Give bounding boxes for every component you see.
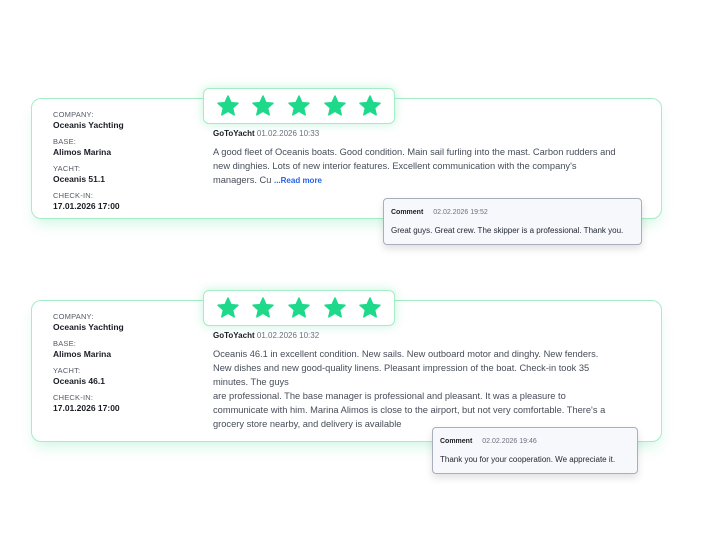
star-icon — [358, 94, 382, 118]
yacht-label: YACHT: — [53, 366, 81, 375]
company-value: Oceanis Yachting — [53, 322, 124, 332]
checkin-value: 17.01.2026 17:00 — [53, 403, 120, 413]
booking-details: COMPANY: Oceanis Yachting BASE: Alimos M… — [53, 110, 124, 218]
base-label: BASE: — [53, 339, 77, 348]
star-icon — [323, 296, 347, 320]
base-label: BASE: — [53, 137, 77, 146]
comment-date: 02.02.2026 19:52 — [433, 209, 488, 216]
comment-text: Thank you for your cooperation. We appre… — [440, 455, 616, 464]
star-icon — [216, 94, 240, 118]
yacht-value: Oceanis 46.1 — [53, 376, 105, 386]
star-icon — [251, 296, 275, 320]
review-text: A good fleet of Oceanis boats. Good cond… — [213, 145, 616, 188]
booking-details: COMPANY: Oceanis Yachting BASE: Alimos M… — [53, 312, 124, 420]
review-date: 01.02.2026 10:32 — [256, 331, 320, 340]
company-label: COMPANY: — [53, 312, 94, 321]
star-icon — [323, 94, 347, 118]
review-date: 01.02.2026 10:33 — [256, 129, 320, 138]
review-text: Oceanis 46.1 in excellent condition. New… — [213, 347, 605, 431]
review-author: GoToYacht — [213, 129, 255, 138]
review-text-line: Oceanis 46.1 in excellent condition. New… — [213, 349, 599, 359]
read-more-link[interactable]: ...Read more — [273, 176, 322, 185]
star-icon — [251, 94, 275, 118]
star-rating — [203, 290, 395, 326]
company-label: COMPANY: — [53, 110, 94, 119]
review-text-line: new dinghies. Lots of new interior featu… — [213, 161, 577, 171]
comment-box: Comment 02.02.2026 19:52 Great guys. Grea… — [383, 198, 642, 245]
review-text-line: grocery store nearby, and delivery is av… — [213, 419, 402, 429]
comment-label: Comment — [391, 209, 424, 216]
checkin-label: CHECK-IN: — [53, 393, 94, 402]
comment-text: Great guys. Great crew. The skipper is a… — [391, 226, 624, 235]
star-icon — [287, 94, 311, 118]
review-text-line: minutes. The guys — [213, 377, 289, 387]
checkin-label: CHECK-IN: — [53, 191, 94, 200]
base-value: Alimos Marina — [53, 147, 112, 157]
base-value: Alimos Marina — [53, 349, 112, 359]
comment-date: 02.02.2026 19:46 — [482, 438, 537, 445]
yacht-value: Oceanis 51.1 — [53, 174, 105, 184]
review-text-line: communicate with him. Marina Alimos is c… — [213, 405, 606, 415]
review-text-line: are professional. The base manager is pr… — [213, 391, 566, 401]
checkin-value: 17.01.2026 17:00 — [53, 201, 120, 211]
star-icon — [287, 296, 311, 320]
company-value: Oceanis Yachting — [53, 120, 124, 130]
review-text-line: managers. Cu ...Read more — [213, 175, 322, 185]
comment-box: Comment 02.02.2026 19:46 Thank you for yo… — [432, 427, 638, 474]
review-text-line: New dishes and new good-quality linens. … — [213, 363, 590, 373]
review-author: GoToYacht — [213, 331, 255, 340]
star-icon — [216, 296, 240, 320]
comment-label: Comment — [440, 438, 473, 445]
review-text-line: A good fleet of Oceanis boats. Good cond… — [213, 147, 616, 157]
review-header: GoToYacht 01.02.2026 10:32 — [213, 331, 319, 341]
yacht-label: YACHT: — [53, 164, 81, 173]
review-header: GoToYacht 01.02.2026 10:33 — [213, 129, 319, 139]
star-icon — [358, 296, 382, 320]
star-rating — [203, 88, 395, 124]
